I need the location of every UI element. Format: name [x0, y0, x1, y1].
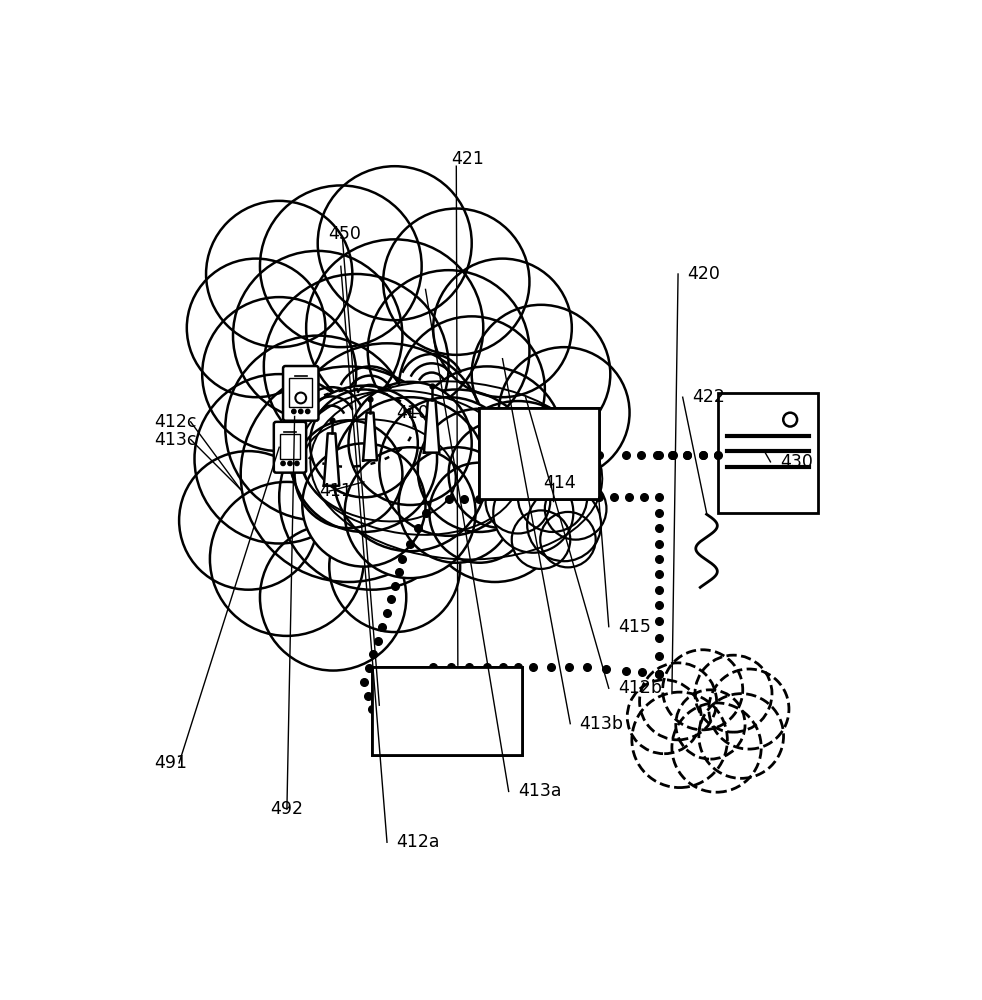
Circle shape: [281, 461, 285, 466]
Circle shape: [206, 201, 353, 347]
Circle shape: [699, 694, 784, 778]
Circle shape: [518, 463, 587, 532]
Circle shape: [305, 409, 310, 414]
Circle shape: [287, 343, 487, 544]
Bar: [479, 408, 599, 499]
Text: 415: 415: [618, 618, 651, 636]
Bar: [718, 393, 818, 513]
Circle shape: [279, 405, 464, 590]
Circle shape: [292, 409, 296, 414]
Circle shape: [527, 487, 601, 561]
Circle shape: [371, 389, 541, 559]
FancyBboxPatch shape: [283, 366, 318, 421]
Circle shape: [318, 166, 471, 320]
Text: 413a: 413a: [518, 782, 562, 800]
Circle shape: [399, 447, 514, 563]
Text: 421: 421: [451, 149, 484, 167]
Circle shape: [639, 663, 717, 740]
Text: 491: 491: [154, 754, 188, 772]
Text: 414: 414: [543, 474, 576, 492]
Text: 420: 420: [687, 265, 720, 283]
Circle shape: [202, 297, 356, 451]
Bar: [479, 408, 599, 499]
Circle shape: [187, 259, 325, 397]
Text: 413b: 413b: [579, 715, 624, 733]
Circle shape: [349, 382, 471, 505]
Circle shape: [417, 409, 541, 532]
Text: 413c: 413c: [154, 431, 197, 449]
Circle shape: [295, 420, 403, 528]
Text: 422: 422: [692, 388, 725, 406]
Circle shape: [709, 669, 789, 749]
Circle shape: [260, 524, 407, 671]
Circle shape: [179, 451, 318, 590]
Circle shape: [425, 443, 564, 582]
Circle shape: [449, 420, 557, 528]
Text: 412b: 412b: [618, 679, 662, 697]
Circle shape: [194, 374, 364, 544]
Circle shape: [383, 209, 529, 355]
Circle shape: [310, 389, 417, 497]
Circle shape: [306, 239, 483, 416]
Bar: [371, 667, 521, 755]
Circle shape: [367, 270, 529, 432]
Circle shape: [433, 259, 572, 397]
Circle shape: [672, 703, 761, 792]
Circle shape: [241, 366, 457, 582]
Circle shape: [291, 386, 437, 532]
Circle shape: [260, 185, 421, 347]
Text: 410: 410: [397, 404, 429, 422]
Circle shape: [676, 690, 745, 759]
Circle shape: [329, 501, 461, 632]
Circle shape: [379, 397, 518, 536]
Circle shape: [302, 443, 425, 567]
Text: 412c: 412c: [154, 413, 197, 431]
Circle shape: [493, 473, 573, 553]
Circle shape: [345, 447, 475, 578]
Circle shape: [288, 461, 292, 466]
Circle shape: [540, 512, 596, 567]
Circle shape: [210, 482, 364, 636]
Polygon shape: [424, 400, 439, 453]
Circle shape: [429, 463, 529, 563]
Text: 411: 411: [319, 482, 353, 500]
Polygon shape: [363, 413, 377, 460]
Circle shape: [264, 274, 449, 459]
Circle shape: [295, 461, 300, 466]
Polygon shape: [324, 433, 339, 486]
Circle shape: [225, 336, 410, 520]
Circle shape: [499, 347, 629, 478]
FancyBboxPatch shape: [274, 422, 306, 473]
Circle shape: [663, 650, 742, 730]
Circle shape: [299, 409, 302, 414]
Circle shape: [695, 655, 772, 732]
Text: 492: 492: [270, 800, 303, 818]
Circle shape: [471, 305, 610, 443]
Text: 450: 450: [328, 225, 360, 243]
Circle shape: [627, 680, 701, 754]
Circle shape: [631, 692, 728, 788]
Circle shape: [545, 478, 607, 540]
Bar: [371, 667, 521, 755]
Bar: [280, 434, 300, 459]
Circle shape: [485, 469, 550, 533]
Circle shape: [410, 366, 564, 520]
Bar: [290, 378, 312, 407]
Circle shape: [399, 316, 545, 463]
Circle shape: [333, 397, 487, 551]
Circle shape: [512, 510, 571, 569]
Circle shape: [445, 401, 591, 547]
Circle shape: [233, 251, 403, 420]
Text: 412a: 412a: [397, 833, 440, 851]
Text: 430: 430: [780, 453, 812, 471]
